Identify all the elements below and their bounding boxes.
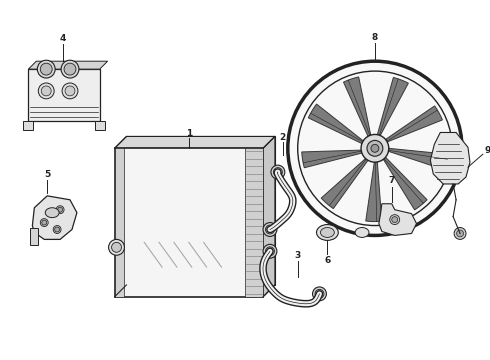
Polygon shape [308,104,363,144]
Circle shape [263,222,277,237]
Polygon shape [263,136,275,297]
Circle shape [390,215,400,225]
Text: 3: 3 [294,251,301,260]
Polygon shape [389,148,448,170]
Circle shape [371,144,379,152]
Circle shape [392,217,398,222]
Polygon shape [321,158,368,209]
Polygon shape [32,196,77,239]
Circle shape [361,134,389,162]
Circle shape [457,230,464,237]
Circle shape [266,247,274,256]
Polygon shape [379,204,416,235]
Polygon shape [383,157,427,210]
Polygon shape [302,150,362,168]
Text: 8: 8 [372,33,378,42]
Circle shape [62,83,78,99]
Circle shape [37,60,55,78]
Bar [245,148,263,297]
Circle shape [58,207,63,212]
Ellipse shape [317,225,338,240]
Circle shape [313,287,326,301]
Circle shape [40,63,52,75]
Circle shape [55,227,60,232]
Ellipse shape [355,228,369,238]
Circle shape [367,140,383,156]
Circle shape [40,219,48,226]
Circle shape [38,83,54,99]
Polygon shape [343,77,371,136]
Text: 9: 9 [485,146,490,155]
Circle shape [112,242,122,252]
Text: 5: 5 [44,170,50,179]
Polygon shape [24,121,33,130]
Polygon shape [126,136,275,285]
Ellipse shape [320,228,334,238]
Bar [28,69,99,121]
Circle shape [109,239,124,255]
Polygon shape [377,77,408,135]
Polygon shape [366,162,382,222]
Text: 2: 2 [280,133,286,142]
Polygon shape [430,132,470,184]
Circle shape [263,244,277,258]
Circle shape [271,165,285,179]
Bar [115,148,124,297]
Text: 1: 1 [186,129,192,138]
Text: 7: 7 [389,176,395,185]
Polygon shape [115,136,275,148]
Text: 4: 4 [60,34,66,43]
Circle shape [288,61,462,235]
Circle shape [64,63,76,75]
Polygon shape [115,148,263,297]
Circle shape [41,86,51,96]
Circle shape [298,71,452,226]
Circle shape [454,228,466,239]
Circle shape [61,60,79,78]
Circle shape [273,168,282,176]
Polygon shape [386,106,442,142]
Circle shape [266,225,274,234]
Ellipse shape [45,208,59,218]
Circle shape [42,220,47,225]
Polygon shape [95,121,105,130]
Circle shape [65,86,75,96]
Circle shape [315,289,324,298]
Bar [30,228,38,246]
Circle shape [53,226,61,234]
Polygon shape [28,61,108,69]
Text: 6: 6 [324,256,331,265]
Circle shape [56,206,64,214]
